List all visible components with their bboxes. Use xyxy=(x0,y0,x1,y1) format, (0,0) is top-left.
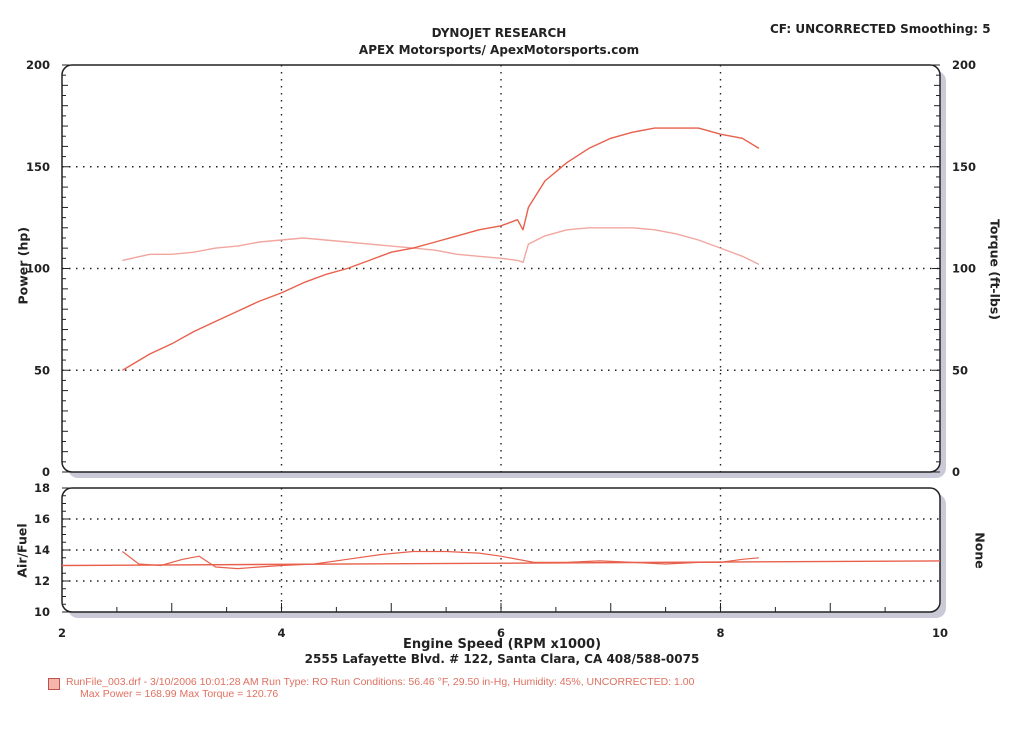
y-tick-label-left: 100 xyxy=(26,262,50,276)
chart-subtitle: APEX Motorsports/ ApexMotorsports.com xyxy=(358,43,640,57)
y-tick-label-right: 200 xyxy=(952,58,976,72)
power-line xyxy=(122,127,760,371)
chart-title: DYNOJET RESEARCH xyxy=(431,26,567,40)
y-tick-label-left: 0 xyxy=(42,465,50,479)
run-conditions: RunFile_003.drf - 3/10/2006 10:01:28 AM … xyxy=(66,676,695,688)
y-tick-label-right: 150 xyxy=(952,160,976,174)
y-tick-label-left: 150 xyxy=(26,160,50,174)
x-axis-label: Engine Speed (RPM x1000) xyxy=(402,637,602,652)
y-tick-label-right: 100 xyxy=(952,262,976,276)
legend-swatch xyxy=(48,678,60,690)
correction-info: CF: UNCORRECTED Smoothing: 5 xyxy=(770,22,991,36)
air-fuel-line xyxy=(122,550,759,570)
y-tick-label-left: 50 xyxy=(34,363,50,377)
secondary-axis-label: None xyxy=(972,532,988,569)
torque-line xyxy=(122,227,760,266)
y-tick-label-air-fuel: 16 xyxy=(34,512,50,526)
max-values: Max Power = 168.99 Max Torque = 120.76 xyxy=(80,688,279,700)
torque-axis-label: Torque (ft-lbs) xyxy=(987,219,1003,320)
x-tick-label: 8 xyxy=(716,626,724,640)
x-tick-label: 10 xyxy=(932,626,948,640)
y-tick-label-air-fuel: 14 xyxy=(34,543,50,557)
y-tick-label-right: 0 xyxy=(952,465,960,479)
x-tick-label: 6 xyxy=(497,626,505,640)
x-tick-label: 2 xyxy=(58,626,66,640)
y-tick-label-air-fuel: 10 xyxy=(34,605,50,619)
shop-address: 2555 Lafayette Blvd. # 122, Santa Clara,… xyxy=(304,652,700,666)
y-tick-label-air-fuel: 18 xyxy=(34,481,50,495)
y-tick-label-right: 50 xyxy=(952,363,968,377)
power-axis-label: Power (hp) xyxy=(15,226,31,305)
y-tick-label-air-fuel: 12 xyxy=(34,574,50,588)
y-tick-label-left: 200 xyxy=(26,58,50,72)
x-tick-label: 4 xyxy=(277,626,285,640)
air-fuel-reference-line xyxy=(61,560,941,567)
air-fuel-axis-label: Air/Fuel xyxy=(14,523,30,578)
